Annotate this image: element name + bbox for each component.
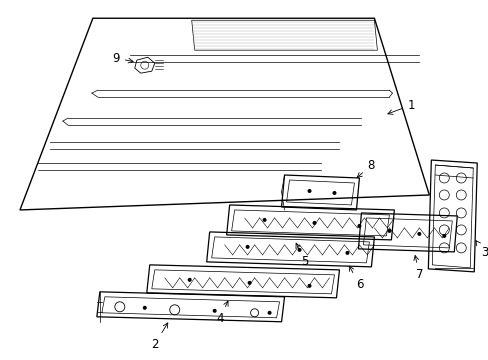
Circle shape bbox=[442, 234, 446, 238]
Circle shape bbox=[386, 229, 390, 233]
Text: 4: 4 bbox=[216, 301, 227, 325]
Text: 3: 3 bbox=[475, 240, 488, 260]
Circle shape bbox=[332, 191, 336, 195]
Circle shape bbox=[312, 221, 316, 225]
Circle shape bbox=[416, 232, 421, 236]
Circle shape bbox=[307, 284, 311, 288]
Circle shape bbox=[307, 189, 311, 193]
Circle shape bbox=[245, 245, 249, 249]
Circle shape bbox=[267, 311, 271, 315]
Text: 9: 9 bbox=[112, 52, 133, 65]
Text: 6: 6 bbox=[348, 266, 363, 291]
Circle shape bbox=[212, 309, 216, 313]
Text: 5: 5 bbox=[295, 243, 307, 268]
Text: 7: 7 bbox=[413, 256, 422, 281]
Circle shape bbox=[357, 224, 361, 228]
Circle shape bbox=[187, 278, 191, 282]
Text: 8: 8 bbox=[356, 158, 374, 177]
Circle shape bbox=[262, 218, 266, 222]
Circle shape bbox=[142, 306, 146, 310]
Circle shape bbox=[345, 251, 349, 255]
Circle shape bbox=[297, 248, 301, 252]
Text: 1: 1 bbox=[387, 99, 414, 114]
Text: 2: 2 bbox=[151, 323, 167, 351]
Circle shape bbox=[247, 281, 251, 285]
